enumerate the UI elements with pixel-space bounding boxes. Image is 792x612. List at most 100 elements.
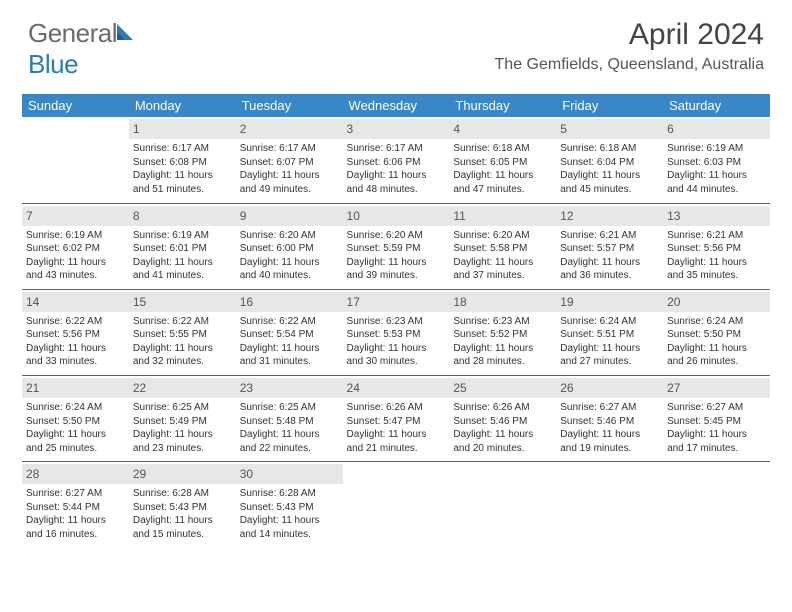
calendar-cell: [556, 462, 663, 548]
calendar-cell: 17Sunrise: 6:23 AMSunset: 5:53 PMDayligh…: [343, 289, 450, 375]
day-number: 22: [129, 378, 236, 398]
daylight-text: and 23 minutes.: [133, 442, 232, 456]
sunset-text: Sunset: 5:57 PM: [560, 242, 659, 256]
sunset-text: Sunset: 5:45 PM: [667, 415, 766, 429]
daylight-text: and 20 minutes.: [453, 442, 552, 456]
day-number: 5: [556, 119, 663, 139]
sunset-text: Sunset: 6:08 PM: [133, 156, 232, 170]
weekday-header: Wednesday: [343, 94, 450, 117]
day-number: 29: [129, 464, 236, 484]
daylight-text: and 26 minutes.: [667, 355, 766, 369]
daylight-text: and 15 minutes.: [133, 528, 232, 542]
sunrise-text: Sunrise: 6:18 AM: [453, 142, 552, 156]
sunset-text: Sunset: 5:56 PM: [26, 328, 125, 342]
sunset-text: Sunset: 6:07 PM: [240, 156, 339, 170]
daylight-text: Daylight: 11 hours: [240, 428, 339, 442]
daylight-text: Daylight: 11 hours: [347, 428, 446, 442]
calendar-cell: 23Sunrise: 6:25 AMSunset: 5:48 PMDayligh…: [236, 375, 343, 461]
sunset-text: Sunset: 6:01 PM: [133, 242, 232, 256]
sunrise-text: Sunrise: 6:21 AM: [667, 229, 766, 243]
calendar-cell: 14Sunrise: 6:22 AMSunset: 5:56 PMDayligh…: [22, 289, 129, 375]
calendar-cell: 19Sunrise: 6:24 AMSunset: 5:51 PMDayligh…: [556, 289, 663, 375]
calendar-row: 21Sunrise: 6:24 AMSunset: 5:50 PMDayligh…: [22, 375, 770, 461]
day-number: 12: [556, 206, 663, 226]
daylight-text: and 16 minutes.: [26, 528, 125, 542]
sunset-text: Sunset: 5:43 PM: [240, 501, 339, 515]
daylight-text: Daylight: 11 hours: [453, 256, 552, 270]
day-number: 7: [22, 206, 129, 226]
daylight-text: Daylight: 11 hours: [240, 256, 339, 270]
header: General Blue April 2024 The Gemfields, Q…: [0, 0, 792, 86]
calendar-cell: 12Sunrise: 6:21 AMSunset: 5:57 PMDayligh…: [556, 203, 663, 289]
sunrise-text: Sunrise: 6:19 AM: [26, 229, 125, 243]
day-number: 25: [449, 378, 556, 398]
calendar-cell: 18Sunrise: 6:23 AMSunset: 5:52 PMDayligh…: [449, 289, 556, 375]
daylight-text: Daylight: 11 hours: [26, 428, 125, 442]
calendar-cell: 29Sunrise: 6:28 AMSunset: 5:43 PMDayligh…: [129, 462, 236, 548]
day-number: 30: [236, 464, 343, 484]
daylight-text: and 25 minutes.: [26, 442, 125, 456]
sunrise-text: Sunrise: 6:27 AM: [560, 401, 659, 415]
sunset-text: Sunset: 6:04 PM: [560, 156, 659, 170]
day-number: 8: [129, 206, 236, 226]
day-number: 28: [22, 464, 129, 484]
calendar-cell: [343, 462, 450, 548]
sunrise-text: Sunrise: 6:22 AM: [26, 315, 125, 329]
calendar-cell: 10Sunrise: 6:20 AMSunset: 5:59 PMDayligh…: [343, 203, 450, 289]
daylight-text: and 30 minutes.: [347, 355, 446, 369]
daylight-text: Daylight: 11 hours: [453, 342, 552, 356]
sunrise-text: Sunrise: 6:25 AM: [240, 401, 339, 415]
day-number: 1: [129, 119, 236, 139]
calendar-body: 1Sunrise: 6:17 AMSunset: 6:08 PMDaylight…: [22, 117, 770, 548]
day-number: 2: [236, 119, 343, 139]
day-number: 20: [663, 292, 770, 312]
daylight-text: and 37 minutes.: [453, 269, 552, 283]
calendar-cell: 28Sunrise: 6:27 AMSunset: 5:44 PMDayligh…: [22, 462, 129, 548]
sunrise-text: Sunrise: 6:17 AM: [347, 142, 446, 156]
logo-text: General Blue: [28, 18, 137, 80]
sunset-text: Sunset: 6:06 PM: [347, 156, 446, 170]
day-number: 9: [236, 206, 343, 226]
day-number: 21: [22, 378, 129, 398]
day-number: 15: [129, 292, 236, 312]
calendar-cell: 2Sunrise: 6:17 AMSunset: 6:07 PMDaylight…: [236, 117, 343, 203]
day-number: 16: [236, 292, 343, 312]
page-title: April 2024: [495, 18, 764, 52]
sunset-text: Sunset: 5:54 PM: [240, 328, 339, 342]
weekday-header: Monday: [129, 94, 236, 117]
sunset-text: Sunset: 5:43 PM: [133, 501, 232, 515]
sunrise-text: Sunrise: 6:24 AM: [26, 401, 125, 415]
daylight-text: and 28 minutes.: [453, 355, 552, 369]
daylight-text: Daylight: 11 hours: [453, 169, 552, 183]
daylight-text: and 49 minutes.: [240, 183, 339, 197]
sunset-text: Sunset: 5:51 PM: [560, 328, 659, 342]
sunrise-text: Sunrise: 6:27 AM: [667, 401, 766, 415]
calendar-cell: 3Sunrise: 6:17 AMSunset: 6:06 PMDaylight…: [343, 117, 450, 203]
sunrise-text: Sunrise: 6:21 AM: [560, 229, 659, 243]
daylight-text: Daylight: 11 hours: [667, 169, 766, 183]
daylight-text: Daylight: 11 hours: [240, 169, 339, 183]
calendar-cell: [22, 117, 129, 203]
daylight-text: Daylight: 11 hours: [347, 342, 446, 356]
sunrise-text: Sunrise: 6:23 AM: [347, 315, 446, 329]
calendar-cell: 5Sunrise: 6:18 AMSunset: 6:04 PMDaylight…: [556, 117, 663, 203]
daylight-text: Daylight: 11 hours: [133, 169, 232, 183]
day-number: 24: [343, 378, 450, 398]
sunrise-text: Sunrise: 6:26 AM: [453, 401, 552, 415]
sunrise-text: Sunrise: 6:20 AM: [453, 229, 552, 243]
calendar-cell: 16Sunrise: 6:22 AMSunset: 5:54 PMDayligh…: [236, 289, 343, 375]
sunset-text: Sunset: 5:52 PM: [453, 328, 552, 342]
day-number: 27: [663, 378, 770, 398]
calendar-cell: 15Sunrise: 6:22 AMSunset: 5:55 PMDayligh…: [129, 289, 236, 375]
calendar-row: 7Sunrise: 6:19 AMSunset: 6:02 PMDaylight…: [22, 203, 770, 289]
daylight-text: and 32 minutes.: [133, 355, 232, 369]
daylight-text: Daylight: 11 hours: [133, 256, 232, 270]
daylight-text: and 14 minutes.: [240, 528, 339, 542]
sunset-text: Sunset: 6:00 PM: [240, 242, 339, 256]
sunset-text: Sunset: 5:59 PM: [347, 242, 446, 256]
sunset-text: Sunset: 6:02 PM: [26, 242, 125, 256]
calendar-row: 1Sunrise: 6:17 AMSunset: 6:08 PMDaylight…: [22, 117, 770, 203]
day-number: 10: [343, 206, 450, 226]
daylight-text: Daylight: 11 hours: [26, 256, 125, 270]
sunset-text: Sunset: 5:50 PM: [667, 328, 766, 342]
